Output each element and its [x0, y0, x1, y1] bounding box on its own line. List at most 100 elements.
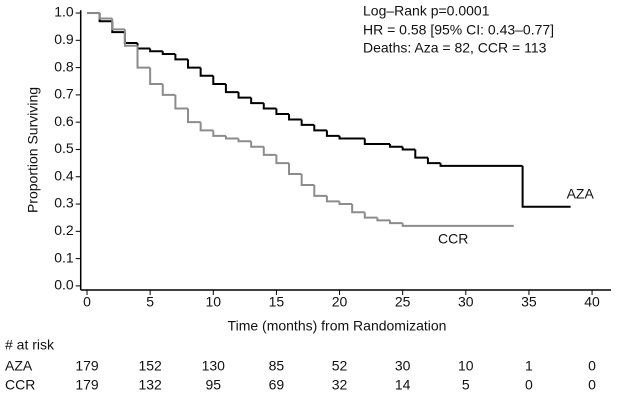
survival-step — [376, 217, 391, 222]
risk-count: 0 — [588, 377, 596, 393]
curve-label: CCR — [438, 231, 468, 247]
risk-count: 95 — [205, 377, 221, 393]
y-tick-label: 0.7 — [54, 86, 74, 102]
survival-step — [414, 149, 428, 159]
survival-step — [325, 195, 340, 203]
risk-count: 10 — [458, 358, 474, 374]
risk-row-label: CCR — [5, 377, 35, 393]
survival-step — [338, 135, 365, 140]
survival-step — [439, 163, 523, 167]
risk-title: # at risk — [5, 337, 55, 353]
risk-count: 85 — [269, 358, 285, 374]
survival-step — [389, 220, 403, 225]
survival-step — [187, 59, 201, 69]
y-tick-label: 0.8 — [54, 58, 74, 74]
x-tick-label: 40 — [584, 294, 600, 310]
y-tick-label: 0.1 — [54, 249, 74, 265]
survival-step — [149, 48, 163, 53]
survival-step — [250, 97, 264, 105]
y-tick-label: 1.0 — [54, 4, 74, 20]
survival-step — [389, 144, 403, 148]
survival-step — [149, 67, 163, 85]
risk-count: 69 — [269, 377, 285, 393]
x-tick-label: 15 — [269, 294, 285, 310]
risk-count: 179 — [75, 377, 99, 393]
survival-step — [199, 67, 214, 77]
risk-count: 30 — [395, 358, 411, 374]
x-tick-label: 20 — [332, 294, 348, 310]
survival-step — [187, 108, 201, 124]
y-tick-label: 0.0 — [54, 277, 74, 293]
survival-step — [111, 18, 125, 31]
survival-step — [288, 163, 302, 176]
survival-step — [275, 108, 290, 115]
survival-step — [123, 29, 138, 47]
risk-count: 152 — [138, 358, 162, 374]
survival-step — [338, 201, 353, 206]
survival-step — [161, 51, 176, 55]
survival-step — [313, 184, 327, 197]
annotation: Deaths: Aza = 82, CCR = 113 — [363, 40, 547, 56]
x-tick-label: 5 — [146, 294, 154, 310]
survival-step — [401, 146, 416, 151]
survival-step — [313, 124, 327, 132]
survival-step — [262, 103, 277, 110]
survival-step — [401, 223, 514, 227]
survival-step — [300, 119, 315, 126]
y-tick-label: 0.5 — [54, 140, 74, 156]
survival-step — [136, 45, 151, 69]
survival-step — [161, 83, 176, 96]
risk-count: 52 — [332, 358, 348, 374]
y-tick-label: 0.2 — [54, 222, 74, 238]
survival-step — [123, 32, 138, 45]
risk-count: 132 — [138, 377, 162, 393]
survival-step — [363, 212, 378, 219]
survival-step — [212, 130, 226, 137]
risk-count: 179 — [75, 358, 99, 374]
risk-count: 5 — [462, 377, 470, 393]
risk-row-label: AZA — [5, 358, 33, 374]
x-tick-label: 35 — [521, 294, 537, 310]
survival-step — [111, 21, 125, 34]
survival-step — [212, 75, 226, 85]
survival-step — [98, 13, 113, 23]
y-tick-label: 0.6 — [54, 113, 74, 129]
y-tick-label: 0.3 — [54, 195, 74, 211]
survival-step — [237, 92, 252, 99]
survival-step — [426, 157, 441, 165]
y-tick-label: 0.4 — [54, 167, 74, 183]
survival-step — [224, 83, 239, 94]
survival-step — [174, 53, 189, 61]
risk-count: 0 — [588, 358, 596, 374]
survival-step — [275, 154, 290, 165]
survival-step — [351, 204, 365, 214]
survival-step — [174, 94, 189, 110]
y-axis-label: Proportion Surviving — [25, 87, 41, 213]
annotation: HR = 0.58 [95% CI: 0.43–0.77] — [363, 22, 554, 38]
x-tick-label: 25 — [395, 294, 411, 310]
survival-step — [262, 146, 277, 156]
risk-count: 1 — [525, 358, 533, 374]
survival-step — [288, 113, 302, 121]
survival-step — [325, 130, 340, 137]
risk-count: 130 — [202, 358, 226, 374]
survival-step — [136, 43, 151, 50]
survival-step — [300, 174, 315, 186]
risk-count: 14 — [395, 377, 411, 393]
annotation: Log–Rank p=0.0001 — [363, 3, 490, 19]
survival-step — [250, 141, 264, 148]
curve-label: AZA — [567, 185, 595, 201]
risk-count: 32 — [332, 377, 348, 393]
survival-step — [98, 13, 113, 20]
survival-step — [521, 165, 571, 208]
x-axis-label: Time (months) from Randomization — [228, 318, 447, 334]
survival-step — [363, 138, 391, 146]
x-tick-label: 10 — [205, 294, 221, 310]
survival-step — [237, 138, 252, 143]
x-tick-label: 30 — [458, 294, 474, 310]
y-tick-label: 0.9 — [54, 31, 74, 47]
risk-count: 0 — [525, 377, 533, 393]
survival-step — [199, 122, 214, 132]
survival-step — [224, 135, 239, 140]
